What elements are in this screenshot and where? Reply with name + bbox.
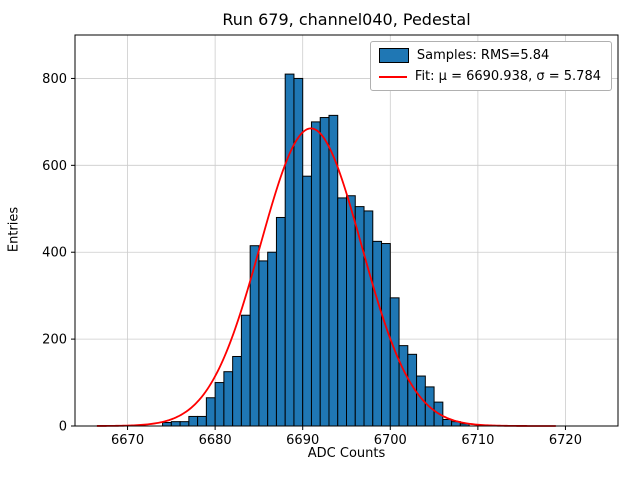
y-tick-label: 200 [42,333,67,348]
histogram-bar [310,121,321,427]
histogram-bar [179,421,190,427]
histogram-bar [267,251,277,427]
histogram-bars [162,73,470,427]
histogram-bar [205,397,216,427]
histogram-bar [293,77,304,427]
axis-ticks [71,77,566,430]
legend-item-fit: Fit: μ = 6690.938, σ = 5.784 [378,69,601,84]
legend: Samples: RMS=5.84 Fit: μ = 6690.938, σ =… [369,41,612,91]
samples-patch-icon [378,48,409,63]
y-tick-label: 800 [42,72,67,87]
histogram-bar [249,245,260,427]
x-tick-label: 6710 [461,433,494,448]
histogram-bar [240,314,251,427]
histogram-bar [188,415,199,427]
legend-label-fit: Fit: μ = 6690.938, σ = 5.784 [414,69,601,84]
histogram-bar [398,345,409,427]
y-tick-label: 0 [59,420,67,435]
legend-label-samples: Samples: RMS=5.84 [416,48,550,63]
histogram-bar [232,355,242,427]
histogram-bar [258,260,269,427]
y-tick-label: 600 [42,159,67,174]
histogram-bar [162,422,172,427]
histogram-bar [284,73,295,427]
x-tick-label: 6720 [549,433,582,448]
histogram-bar [372,240,383,427]
x-tick-label: 6680 [199,433,232,448]
histogram-bar [389,297,400,427]
x-axis-label: ADC Counts [307,446,386,461]
legend-item-samples: Samples: RMS=5.84 [378,48,601,63]
histogram-bar [197,415,207,427]
axes-frame [74,34,619,427]
histogram-bar [442,418,453,427]
fit-curve [96,127,556,427]
histogram-bar [275,216,286,427]
y-tick-label: 400 [42,246,67,261]
histogram-bar [319,117,330,427]
histogram-bar [170,421,181,427]
histogram-bar [214,382,225,427]
histogram-bar [346,195,356,427]
x-tick-label: 6690 [286,433,319,448]
x-tick-label: 6670 [111,433,144,448]
x-tick-label: 6700 [374,433,407,448]
chart-title: Run 679, channel040, Pedestal [222,10,471,29]
histogram-bar [223,371,234,427]
fit-line-icon [378,75,407,78]
histogram-bar [363,210,374,427]
histogram-bar [302,175,312,427]
tick-labels: 6670 6680 6690 6700 6710 6720 0 200 400 600 800 [42,72,582,448]
histogram-bar [337,197,347,427]
y-axis-label: Entries [6,206,22,253]
